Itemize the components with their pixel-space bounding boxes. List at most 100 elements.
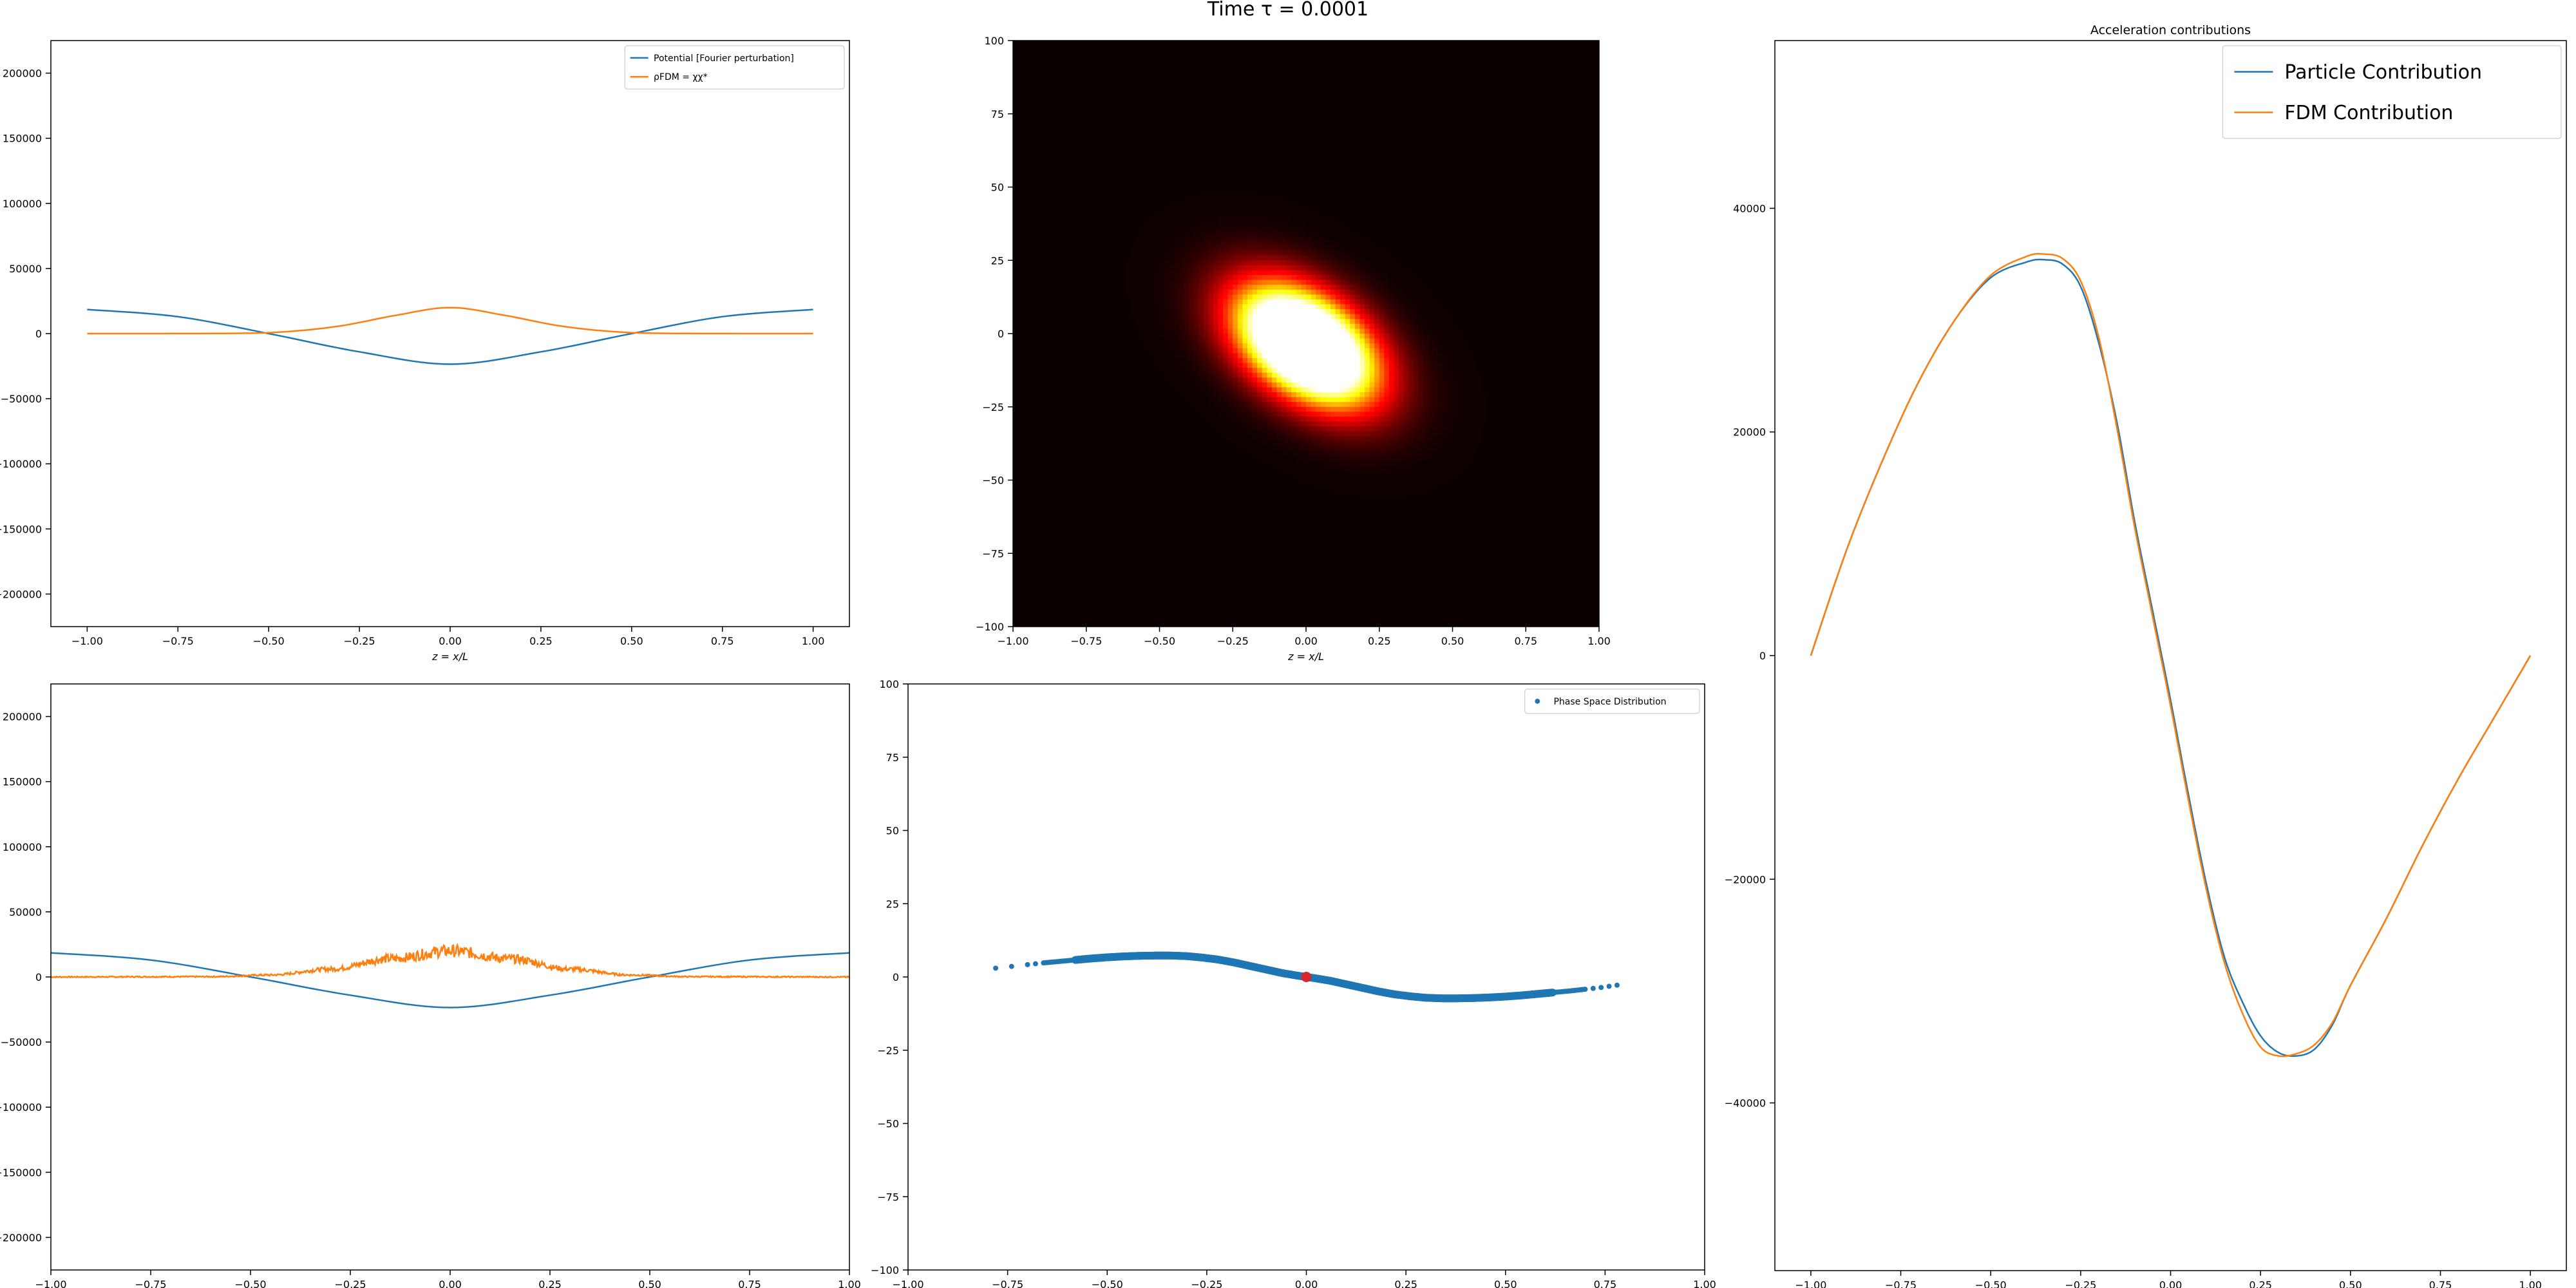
y-tick-label: 25 <box>991 254 1004 267</box>
x-tick-label: −1.00 <box>71 635 103 647</box>
y-tick-label: 0 <box>1759 650 1766 662</box>
y-tick-label: 75 <box>991 108 1004 120</box>
y-tick-label: 100000 <box>3 841 42 853</box>
x-tick-label: 1.00 <box>802 635 825 647</box>
x-tick-label: 0.75 <box>1514 635 1537 647</box>
y-tick-label: −100 <box>871 1264 899 1276</box>
y-tick-label: 50 <box>886 825 899 837</box>
y-tick-label: −50000 <box>1 1036 42 1048</box>
x-tick-label: 0.00 <box>2159 1279 2183 1288</box>
x-tick-label: 0.00 <box>439 1278 462 1288</box>
legend-box <box>624 45 845 90</box>
x-tick-label: 0.75 <box>1594 1278 1617 1288</box>
series-line-bottom-left-1 <box>51 943 849 979</box>
y-tick-label: 0 <box>998 328 1004 340</box>
y-tick-label: −100 <box>976 621 1004 633</box>
legend: Particle Contribution FDM Contribution <box>2222 45 2562 139</box>
x-tick-label: 1.00 <box>1587 635 1611 647</box>
chart-bottom-left: −1.00 −0.75 −0.50 −0.25 0.00 0.25 0.50 0.75 1.00… <box>0 683 861 1288</box>
plot-area-top-left <box>87 307 813 365</box>
y-tick-label: 40000 <box>1733 202 1766 214</box>
y-tick-label: 75 <box>886 752 899 764</box>
y-tick-label: −200000 <box>0 1231 42 1244</box>
axes-frame <box>1774 40 2567 1271</box>
y-tick-label: 150000 <box>3 776 42 788</box>
chart-right: −1.00 −0.75 −0.50 −0.25 0.00 0.25 0.50 0.75 1.00… <box>1725 23 2567 1288</box>
y-tick-label: −25 <box>982 401 1004 413</box>
scatter-point <box>1009 963 1014 969</box>
legend-box <box>2222 45 2562 139</box>
x-tick-label: −1.00 <box>997 635 1028 647</box>
legend: Phase Space Distribution <box>1524 688 1700 714</box>
x-tick-label: −0.50 <box>1975 1279 2007 1288</box>
x-tick-label: 0.75 <box>711 635 734 647</box>
chart-title: Acceleration contributions <box>2090 23 2251 37</box>
plot-area-right <box>1810 252 2532 1057</box>
x-tick-label: 0.75 <box>738 1278 761 1288</box>
series-line-top-left-1 <box>87 307 813 335</box>
y-tick-label: 50 <box>991 182 1004 194</box>
scatter-point <box>1032 961 1038 967</box>
x-tick-label: −0.75 <box>1070 635 1102 647</box>
x-tick-label: −0.75 <box>162 635 194 647</box>
x-tick-label: 0.25 <box>1368 635 1391 647</box>
plot-area-bottom-left <box>51 943 849 1009</box>
y-tick-label: −25 <box>877 1045 899 1057</box>
y-tick-label: 20000 <box>1733 426 1766 439</box>
x-tick-label: 0.25 <box>1394 1278 1417 1288</box>
legend-label: Potential [Fourier perturbation] <box>654 53 794 64</box>
x-tick-label: −0.25 <box>1217 635 1249 647</box>
y-tick-label: 25 <box>886 898 899 910</box>
x-tick-label: 1.00 <box>2519 1279 2542 1288</box>
y-tick-label: −150000 <box>0 523 42 535</box>
legend-label: ρFDM = χχ* <box>654 72 708 82</box>
y-tick-label: −100000 <box>0 1101 42 1113</box>
y-tick-label: −40000 <box>1725 1097 1766 1110</box>
scatter-points <box>993 951 1620 1003</box>
y-tick-label: −100000 <box>0 458 42 470</box>
legend-label: Particle Contribution <box>2284 61 2482 84</box>
scatter-point <box>1598 985 1604 990</box>
y-tick-label: −200000 <box>0 588 42 600</box>
y-tick-label: 150000 <box>3 133 42 145</box>
y-tick-label: 100000 <box>3 198 42 210</box>
plot-area-top-middle <box>1013 41 1599 627</box>
y-tick-label: −150000 <box>0 1166 42 1179</box>
x-tick-label: 0.00 <box>1295 1278 1318 1288</box>
y-tick-label: 0 <box>35 328 42 340</box>
y-tick-label: 200000 <box>3 711 42 723</box>
x-tick-label: 1.00 <box>1693 1278 1716 1288</box>
x-tick-label: −0.25 <box>344 635 375 647</box>
x-tick-label: 0.25 <box>2249 1279 2272 1288</box>
x-tick-label: −0.25 <box>1191 1278 1222 1288</box>
chart-top-middle: −1.00 −0.75 −0.50 −0.25 0.00 0.25 0.50 0.75 1.00… <box>976 35 1611 663</box>
y-tick-label: 0 <box>35 971 42 983</box>
x-tick-label: 0.00 <box>439 635 462 647</box>
x-tick-label: −0.50 <box>234 1278 266 1288</box>
x-axis-label: z = x/L <box>431 650 468 663</box>
series-line-top-left-0 <box>87 308 813 365</box>
series-line-right-1 <box>1810 252 2532 1057</box>
x-tick-label: 0.50 <box>2339 1279 2362 1288</box>
scatter-point <box>1614 982 1620 988</box>
heatmap-cells <box>1013 41 1599 627</box>
y-tick-label: −20000 <box>1725 873 1766 886</box>
legend-marker <box>1535 698 1540 704</box>
highlight-point <box>1301 972 1312 982</box>
x-tick-label: −1.00 <box>35 1278 66 1288</box>
y-tick-label: 50000 <box>9 263 42 275</box>
x-tick-label: 0.75 <box>2429 1279 2452 1288</box>
x-tick-label: −0.75 <box>1885 1279 1917 1288</box>
y-tick-label: −50 <box>982 475 1004 487</box>
legend-label: Phase Space Distribution <box>1553 697 1666 707</box>
chart-bottom-middle: −1.00 −0.75 −0.50 −0.25 0.00 0.25 0.50 0.75 1.00… <box>871 678 1716 1288</box>
y-tick-label: 50000 <box>9 906 42 918</box>
figure-suptitle: Time τ = 0.0001 <box>1207 0 1368 21</box>
scatter-point <box>1025 961 1030 967</box>
scatter-point <box>993 965 999 971</box>
x-tick-label: −0.75 <box>992 1278 1023 1288</box>
y-tick-label: −50000 <box>1 393 42 405</box>
x-tick-label: 0.25 <box>538 1278 562 1288</box>
scatter-point <box>1606 983 1612 989</box>
